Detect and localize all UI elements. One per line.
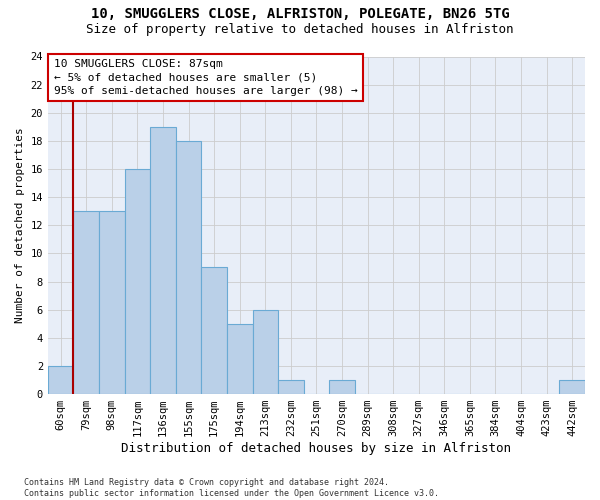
Bar — [73, 211, 99, 394]
Bar — [48, 366, 73, 394]
Bar — [329, 380, 355, 394]
Bar — [99, 211, 125, 394]
Text: 10, SMUGGLERS CLOSE, ALFRISTON, POLEGATE, BN26 5TG: 10, SMUGGLERS CLOSE, ALFRISTON, POLEGATE… — [91, 8, 509, 22]
Bar — [227, 324, 253, 394]
X-axis label: Distribution of detached houses by size in Alfriston: Distribution of detached houses by size … — [121, 442, 511, 455]
Bar — [253, 310, 278, 394]
Y-axis label: Number of detached properties: Number of detached properties — [15, 128, 25, 323]
Text: Size of property relative to detached houses in Alfriston: Size of property relative to detached ho… — [86, 22, 514, 36]
Bar — [150, 127, 176, 394]
Bar — [202, 268, 227, 394]
Text: 10 SMUGGLERS CLOSE: 87sqm
← 5% of detached houses are smaller (5)
95% of semi-de: 10 SMUGGLERS CLOSE: 87sqm ← 5% of detach… — [53, 60, 357, 96]
Bar — [559, 380, 585, 394]
Bar — [125, 169, 150, 394]
Text: Contains HM Land Registry data © Crown copyright and database right 2024.
Contai: Contains HM Land Registry data © Crown c… — [24, 478, 439, 498]
Bar — [176, 141, 202, 394]
Bar — [278, 380, 304, 394]
